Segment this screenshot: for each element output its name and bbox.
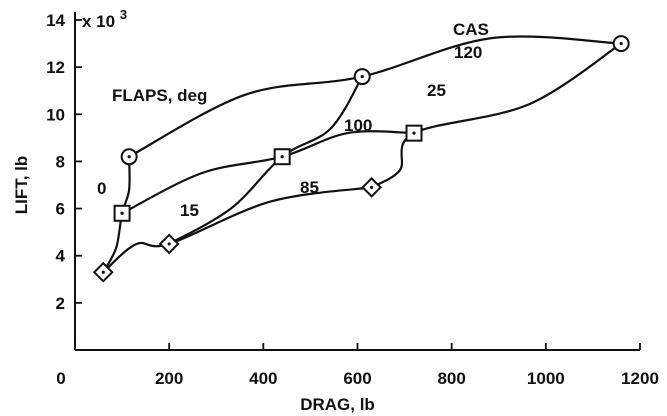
y-axis-title: LIFT, lb xyxy=(12,156,31,215)
data-point-center xyxy=(280,155,284,159)
y-tick-label: 12 xyxy=(46,58,65,77)
data-point-center xyxy=(167,242,171,246)
flap-curve-15 xyxy=(121,130,415,215)
y-tick-label: 6 xyxy=(56,200,65,219)
data-point-center xyxy=(101,270,105,274)
x-tick-label: 200 xyxy=(155,369,183,388)
data-point-center xyxy=(120,211,124,215)
markers xyxy=(92,35,630,283)
x-tick-label: 600 xyxy=(343,369,371,388)
data-point-center xyxy=(127,155,131,159)
flaps-title: FLAPS, deg xyxy=(112,86,207,105)
y-tick-label: 14 xyxy=(46,11,65,30)
x-tick-label: 1000 xyxy=(527,369,565,388)
y-tick-label: 2 xyxy=(56,294,65,313)
cas-label-120: 120 xyxy=(454,43,482,62)
annotations: LIFT, lb DRAG, lb x 10 3 FLAPS, deg CAS … xyxy=(12,7,489,414)
cas-label-85: 85 xyxy=(300,178,319,197)
x-tick-label: 1200 xyxy=(621,369,659,388)
x-tick-label: 0 xyxy=(56,369,65,388)
cas-curve-120 xyxy=(371,42,622,189)
data-point-center xyxy=(619,41,623,46)
data-point-center xyxy=(360,74,364,79)
y-multiplier-exponent: 3 xyxy=(120,7,127,22)
x-tick-label: 800 xyxy=(437,369,465,388)
y-tick-label: 4 xyxy=(56,247,66,266)
flap-label-0: 0 xyxy=(97,179,106,198)
x-tick-label: 400 xyxy=(249,369,277,388)
data-point-center xyxy=(370,185,374,189)
flap-curve-25 xyxy=(102,186,372,274)
y-multiplier: x 10 3 xyxy=(82,7,127,31)
data-point-center xyxy=(412,131,416,135)
flap-label-25: 25 xyxy=(427,81,446,100)
y-multiplier-base: x 10 xyxy=(82,12,115,31)
x-axis-title: DRAG, lb xyxy=(300,395,375,414)
flap-label-15: 15 xyxy=(180,201,199,220)
y-tick-label: 8 xyxy=(56,152,65,171)
cas-label-100: 100 xyxy=(344,116,372,135)
y-tick-label: 10 xyxy=(46,105,65,124)
cas-title: CAS xyxy=(453,20,489,39)
